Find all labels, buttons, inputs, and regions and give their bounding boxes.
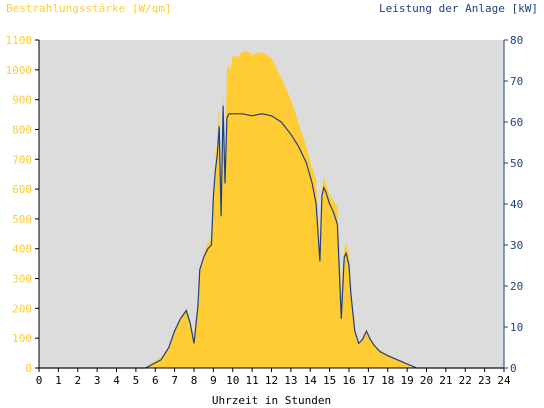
x-tick-label: 16	[342, 374, 355, 387]
right-tick-label: 50	[510, 157, 523, 170]
left-tick-label: 300	[12, 273, 32, 286]
x-tick-label: 6	[152, 374, 159, 387]
x-tick-label: 5	[133, 374, 140, 387]
x-tick-label: 0	[36, 374, 43, 387]
x-tick-label: 15	[323, 374, 336, 387]
x-tick-label: 9	[210, 374, 217, 387]
right-tick-label: 40	[510, 198, 523, 211]
left-tick-label: 1000	[6, 64, 33, 77]
power-line	[39, 105, 504, 369]
right-tick-label: 30	[510, 239, 523, 252]
left-tick-label: 600	[12, 183, 32, 196]
x-tick-label: 23	[478, 374, 491, 387]
x-tick-label: 1	[55, 374, 62, 387]
left-tick-label: 700	[12, 153, 32, 166]
x-axis-ticks: 0 1 2 3 4 5 6 7 8 9 10 11 12 13 14 15 16 17 18 19 20 21 22 23 24	[36, 368, 511, 387]
x-tick-label: 18	[381, 374, 394, 387]
x-tick-label: 13	[284, 374, 297, 387]
x-tick-label: 14	[304, 374, 318, 387]
x-tick-label: 4	[113, 374, 120, 387]
left-axis-title: Bestrahlungsstärke [W/qm]	[6, 2, 172, 15]
x-tick-label: 7	[171, 374, 178, 387]
left-tick-label: 400	[12, 243, 32, 256]
left-tick-label: 100	[12, 332, 32, 345]
x-tick-label: 20	[420, 374, 433, 387]
x-tick-label: 24	[497, 374, 511, 387]
left-tick-label: 200	[12, 302, 32, 315]
right-tick-label: 20	[510, 280, 523, 293]
x-tick-label: 22	[459, 374, 472, 387]
x-tick-label: 19	[401, 374, 414, 387]
left-tick-label: 1100	[6, 34, 33, 47]
right-axis-ticks: 0 10 20 30 40 50 60 70 80	[504, 34, 523, 375]
x-axis-label: Uhrzeit in Stunden	[212, 394, 331, 407]
left-tick-label: 500	[12, 213, 32, 226]
x-tick-label: 2	[74, 374, 81, 387]
x-tick-label: 3	[94, 374, 101, 387]
left-tick-label: 800	[12, 123, 32, 136]
x-tick-label: 21	[439, 374, 452, 387]
x-tick-label: 17	[362, 374, 375, 387]
right-tick-label: 70	[510, 75, 523, 88]
right-tick-label: 80	[510, 34, 523, 47]
left-tick-label: 900	[12, 94, 32, 107]
x-tick-label: 8	[191, 374, 198, 387]
right-tick-label: 0	[510, 362, 517, 375]
x-tick-label: 10	[226, 374, 239, 387]
right-tick-label: 10	[510, 321, 523, 334]
right-axis-title: Leistung der Anlage [kW]	[379, 2, 538, 15]
right-tick-label: 60	[510, 116, 523, 129]
left-tick-label: 0	[25, 362, 32, 375]
x-tick-label: 11	[246, 374, 259, 387]
x-tick-label: 12	[265, 374, 278, 387]
irradiance-area	[39, 51, 504, 369]
left-axis-ticks: 0 100 200 300 400 500 600 700 800 900 1000 1100	[6, 34, 39, 375]
